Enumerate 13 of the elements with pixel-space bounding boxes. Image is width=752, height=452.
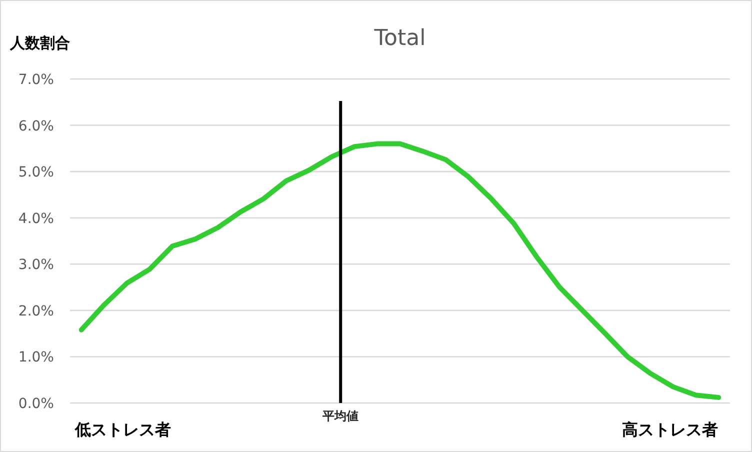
y-tick-label: 2.0% bbox=[18, 303, 54, 320]
text: 高ストレス者 bbox=[622, 420, 718, 439]
text: 低ストレス者 bbox=[74, 420, 171, 439]
text: 平均値 bbox=[322, 409, 359, 423]
y-tick-label: 4.0% bbox=[18, 210, 54, 227]
y-tick-label: 6.0% bbox=[18, 118, 54, 134]
y-tick-label: 7.0% bbox=[18, 72, 54, 88]
y-tick-label: 1.0% bbox=[18, 350, 54, 366]
y-tick-label: 5.0% bbox=[18, 164, 54, 181]
y-axis-title: 人数割合 bbox=[9, 34, 70, 52]
y-tick-label: 0.0% bbox=[18, 396, 54, 412]
y-tick-label: 3.0% bbox=[18, 257, 54, 274]
chart-title: Total bbox=[373, 26, 426, 51]
